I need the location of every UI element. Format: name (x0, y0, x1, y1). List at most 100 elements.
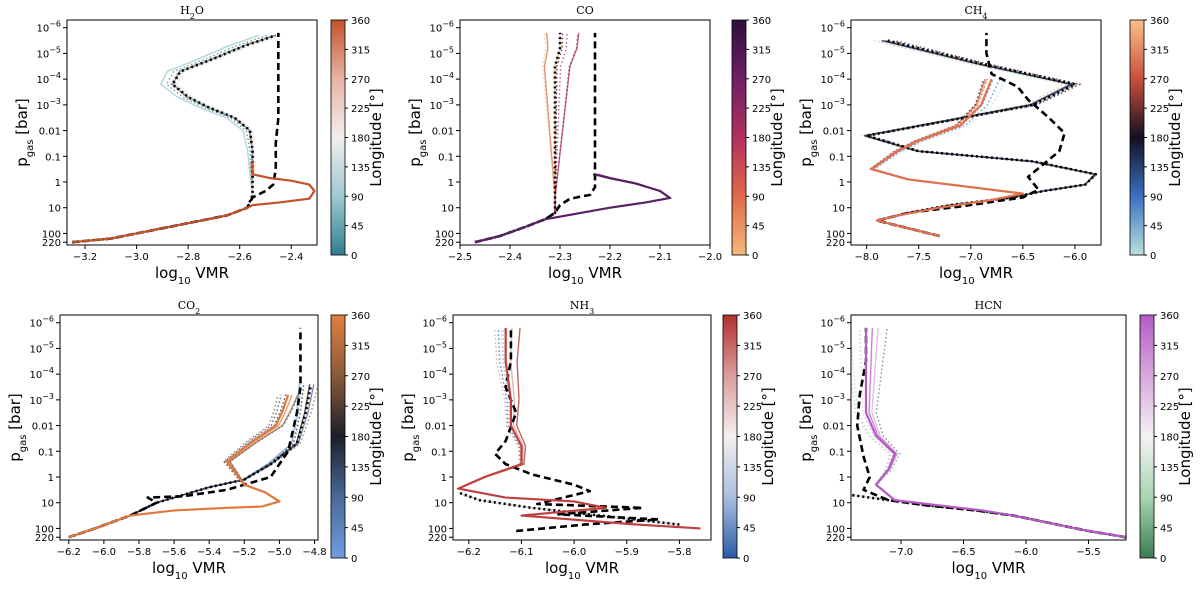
ensemble-profile (867, 39, 1098, 237)
plot-area (72, 32, 316, 244)
xlabel-base: 10 (962, 276, 975, 287)
plot-area (474, 32, 672, 244)
ensemble-profile (474, 32, 556, 243)
tick-exponent: −3 (49, 97, 61, 106)
x-tick-label: −5.0 (267, 547, 291, 558)
colorbar (722, 314, 738, 559)
y-axis-label: pgas [bar] (399, 393, 422, 462)
ensemble-profile (474, 32, 579, 243)
ensemble-profile (68, 384, 300, 538)
ensemble-profile (864, 39, 1097, 237)
axes-frame (850, 314, 1127, 541)
x-tick-label: −5.8 (127, 547, 151, 558)
colorbar-tick-label: 135 (351, 463, 370, 474)
colorbar-tick-label: 315 (1160, 341, 1179, 352)
colorbar-tick-label: 225 (743, 402, 762, 413)
y-tick-label: 0.1 (438, 152, 454, 163)
tick-exponent: −3 (42, 392, 54, 401)
tick-exponent: −5 (435, 340, 447, 349)
x-tick-label: −2.3 (548, 252, 572, 263)
xlabel-base: 10 (571, 276, 584, 287)
y-tick-label: 1 (441, 473, 447, 484)
y-tick-label: 10−3 (820, 97, 845, 112)
xlabel-rest: VMR (975, 264, 1013, 282)
ensemble-profile (871, 327, 1126, 538)
x-axis-label: log10 VMR (548, 264, 622, 287)
colorbar-tick-label: 360 (752, 16, 771, 27)
panel-title: CH4 (964, 4, 987, 21)
colorbar-tick-label: 90 (351, 192, 364, 203)
ensemble-profile (861, 39, 1096, 237)
colorbar-label: Longitude [°] (1176, 387, 1194, 486)
panel-title: HCN (975, 299, 1003, 312)
x-tick-label: −6.0 (92, 547, 116, 558)
colorbar-tick-label: 90 (1150, 192, 1163, 203)
colorbar-tick-label: 0 (752, 251, 758, 262)
xlabel-base: 10 (175, 571, 188, 582)
ensemble-profile (455, 327, 701, 530)
x-tick-label: −6.0 (1014, 547, 1038, 558)
ensemble-profile (474, 32, 561, 243)
axes-frame (66, 19, 318, 246)
colorbar-tick-label: 270 (351, 75, 370, 86)
ylabel-sub: gas (25, 140, 36, 158)
y-tick-label: 10−3 (29, 392, 54, 407)
tick-base: 10 (820, 319, 833, 330)
tick-exponent: −3 (833, 392, 845, 401)
tick-exponent: −3 (833, 97, 845, 106)
y-tick-label: 0.1 (45, 152, 61, 163)
axes-frame (452, 314, 712, 541)
x-tick-label: −3.2 (73, 252, 97, 263)
colorbar-tick-label: 135 (1150, 163, 1169, 174)
colorbar (1139, 314, 1155, 559)
tick-base: 10 (29, 344, 42, 355)
colorbar-tick-label: 225 (1150, 104, 1169, 115)
ylabel-rest: [bar] (6, 393, 24, 434)
chart-panel-hcn: HCN−7.0 −6.5 −6.0 −5.510−610−510−410−30.010… (797, 299, 1194, 582)
y-tick-label: 100 (826, 229, 845, 240)
tick-base: 10 (29, 370, 42, 381)
x-tick-label: −6.1 (509, 547, 533, 558)
ylabel-rest: [bar] (797, 98, 815, 139)
tick-base: 10 (422, 319, 435, 330)
tick-base: 10 (820, 75, 833, 86)
y-tick-label: 10 (832, 204, 845, 215)
series-mean-dotted (865, 39, 1098, 238)
x-tick-label: −6.0 (562, 547, 586, 558)
y-tick-label: 10 (41, 499, 54, 510)
ensemble-profile (873, 327, 1126, 538)
ensemble-profile (72, 34, 259, 243)
tick-exponent: −3 (435, 392, 447, 401)
y-axis-label: pgas [bar] (406, 98, 429, 167)
y-tick-label: 10−4 (820, 366, 845, 381)
y-tick-label: 10−6 (820, 20, 845, 35)
tick-base: 10 (422, 344, 435, 355)
colorbar-tick-label: 180 (743, 433, 762, 444)
plot-area (861, 32, 1099, 238)
title-sub: 4 (982, 12, 987, 21)
tick-base: 10 (429, 49, 442, 60)
plot-area (68, 327, 318, 539)
y-axis-label: pgas [bar] (13, 98, 36, 167)
panel-title: CO (576, 4, 593, 17)
x-tick-label: −6.5 (951, 547, 975, 558)
ensemble-profile (455, 327, 701, 530)
tick-exponent: −5 (42, 340, 54, 349)
ensemble-profile (455, 327, 701, 530)
tick-base: 10 (820, 24, 833, 35)
ensemble-profile (870, 78, 1024, 237)
ensemble-profile (865, 39, 1097, 237)
tick-exponent: −4 (49, 71, 61, 80)
ensemble-profile (456, 327, 701, 530)
colorbar (330, 19, 346, 256)
ylabel-p: p (406, 157, 424, 167)
y-tick-label: 10−3 (36, 97, 61, 112)
series-mean-dashed (493, 327, 660, 533)
xlabel-log: log (155, 264, 178, 282)
tick-base: 10 (820, 344, 833, 355)
tick-base: 10 (36, 49, 49, 60)
ensemble-profile (455, 327, 701, 530)
xlabel-log: log (152, 559, 175, 577)
ensemble-profile (851, 337, 1126, 538)
colorbar-tick-label: 180 (1150, 134, 1169, 145)
